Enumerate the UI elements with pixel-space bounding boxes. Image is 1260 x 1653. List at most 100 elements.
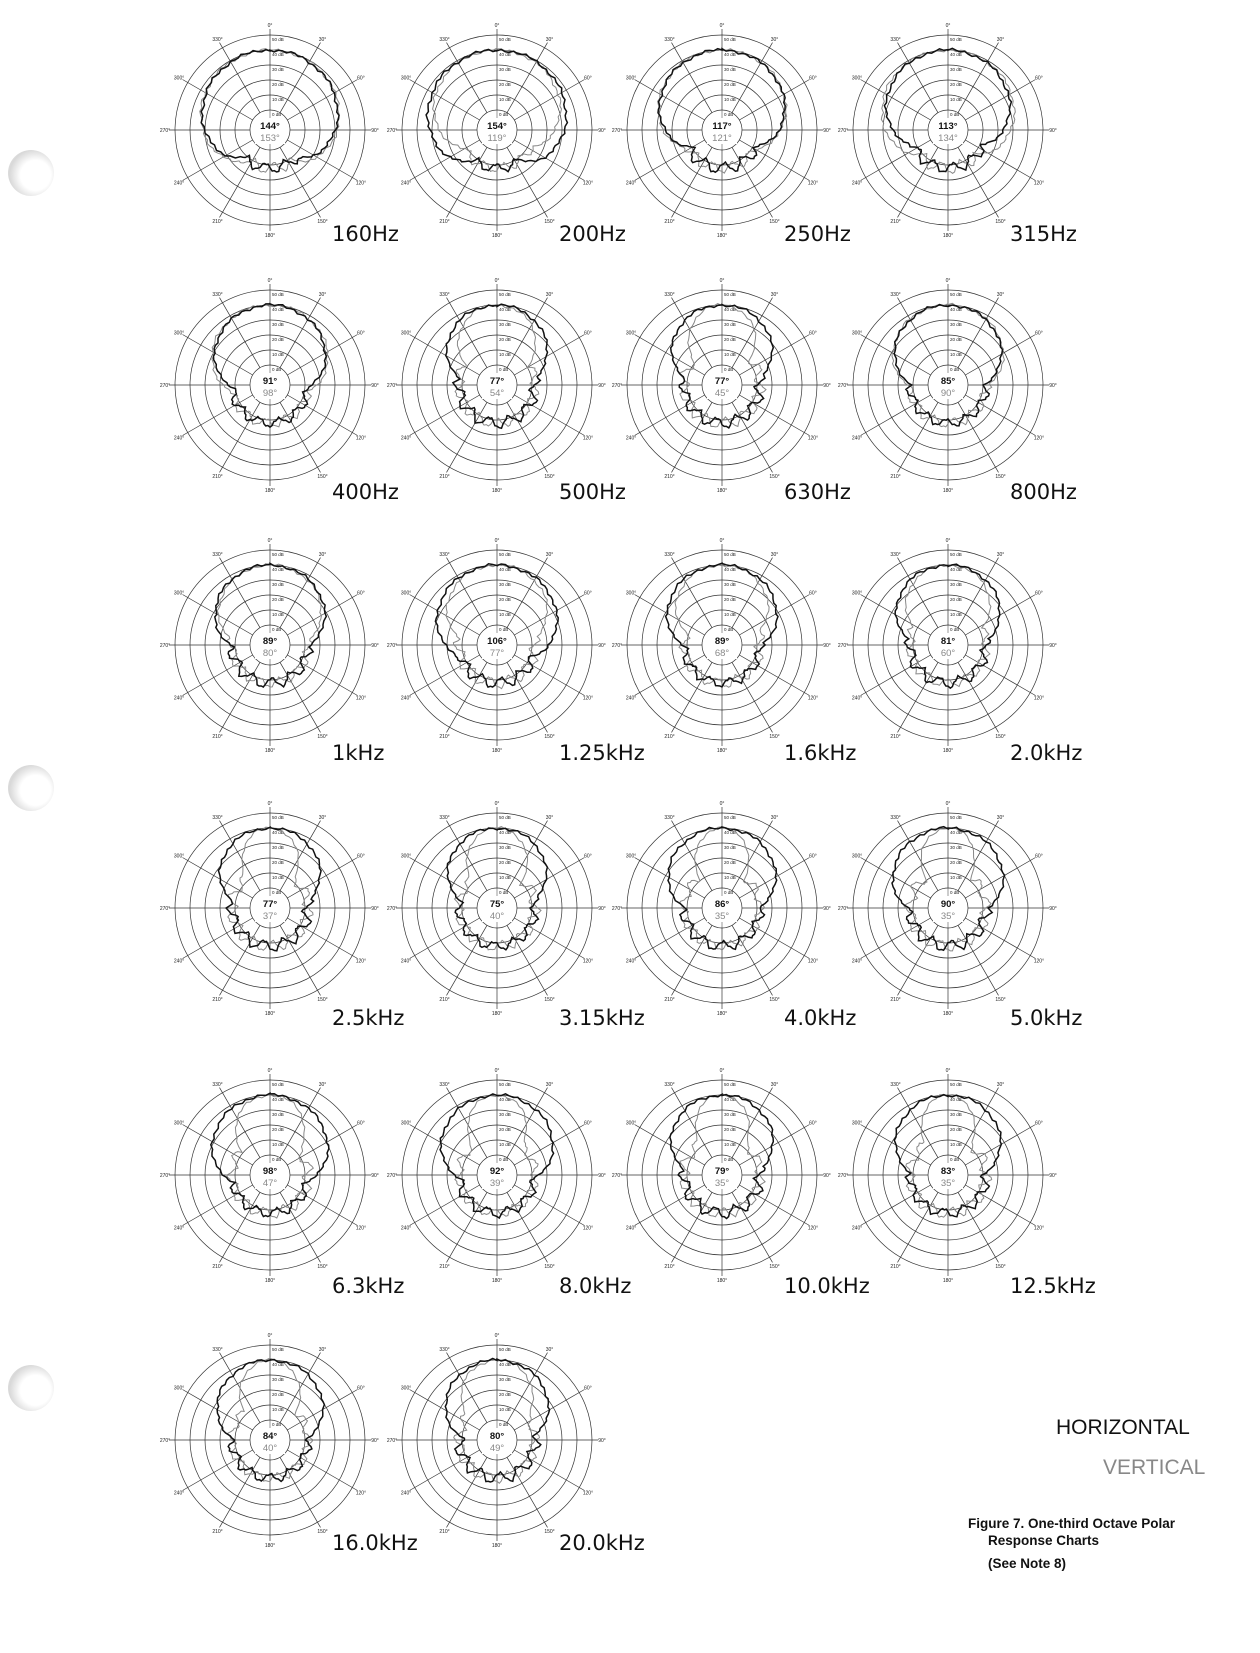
angle-spoke [219,1087,261,1158]
angle-tick-label: 240° [626,696,636,702]
horizontal-beamwidth: 89° [715,636,730,647]
angle-tick-label: 270° [612,383,622,389]
angle-spoke [957,557,999,628]
horizontal-response-trace [883,47,1013,173]
angle-tick-label: 150° [769,1264,779,1270]
angle-spoke [897,820,939,891]
angle-tick-label: 180° [717,1011,727,1017]
label-backdrop [482,1428,512,1454]
polar-plot: 0° 30° 60° 90° 120° 150° 180° 210° 240° 270° 300° 3… [160,278,379,494]
angle-spoke [514,1449,585,1491]
angle-tick-label: 330° [664,552,674,558]
radial-tick-label: 10 dB [272,97,284,102]
angle-tick-label: 120° [1034,436,1044,442]
radial-tick-label: 0 dB [950,112,959,117]
radial-tick-label: 40 dB [272,1362,284,1367]
angle-spoke [739,1184,810,1226]
angle-tick-label: 150° [544,219,554,225]
radial-tick-label: 50 dB [272,1082,284,1087]
horizontal-beamwidth: 81° [941,636,956,647]
horizontal-response-trace [667,826,778,951]
radial-tick-label: 30 dB [272,67,284,72]
figure-caption: Figure 7. One-third Octave Polar Respons… [968,1515,1175,1572]
angle-tick-label: 270° [160,383,170,389]
angle-spoke [957,297,999,368]
radial-tick-label: 0 dB [724,627,733,632]
polar-plot: 0° 30° 60° 90° 120° 150° 180° 210° 240° 270° 300° 3… [387,23,606,239]
polar-chart: 0° 30° 60° 90° 120° 150° 180° 210° 240° 270° 300° 3… [612,801,831,1017]
angle-tick-label: 300° [174,854,184,860]
polar-plot: 0° 30° 60° 90° 120° 150° 180° 210° 240° 270° 300° 3… [387,1333,606,1549]
angle-tick-label: 330° [439,1082,449,1088]
angle-tick-label: 180° [492,1543,502,1549]
radial-tick-label: 20 dB [724,1127,736,1132]
polar-plot: 0° 30° 60° 90° 120° 150° 180° 210° 240° 270° 300° 3… [387,1068,606,1284]
angle-spoke [287,139,358,181]
angle-spoke [671,557,713,628]
angle-tick-label: 90° [823,383,831,389]
radial-tick-label: 50 dB [499,552,511,557]
angle-spoke [219,297,261,368]
angle-tick-label: 300° [626,854,636,860]
angle-spoke [279,402,321,473]
radial-tick-label: 10 dB [499,97,511,102]
radial-tick-label: 30 dB [499,67,511,72]
angle-tick-label: 150° [544,997,554,1003]
horizontal-beamwidth: 113° [938,121,957,132]
angle-tick-label: 240° [852,1226,862,1232]
angle-spoke [182,79,253,121]
angle-spoke [731,1087,773,1158]
angle-tick-label: 30° [319,37,327,43]
angle-tick-label: 240° [626,959,636,965]
angle-tick-label: 120° [808,696,818,702]
chart-title: 6.3kHz [332,1274,405,1298]
radial-tick-label: 50 dB [499,1347,511,1352]
chart-title: 200Hz [559,222,626,246]
angle-tick-label: 30° [319,1082,327,1088]
angle-tick-label: 180° [492,748,502,754]
chart-title: 250Hz [784,222,851,246]
polar-plot: 0° 30° 60° 90° 120° 150° 180° 210° 240° 270° 300° 3… [838,538,1057,754]
radial-tick-label: 30 dB [272,1112,284,1117]
radial-tick-label: 30 dB [724,1112,736,1117]
angle-tick-label: 270° [612,643,622,649]
radial-tick-label: 40 dB [724,567,736,572]
angle-tick-label: 0° [495,801,500,807]
polar-plot: 0° 30° 60° 90° 120° 150° 180° 210° 240° 270° 300° 3… [838,801,1057,1017]
vertical-beamwidth: 40° [263,1443,278,1454]
vertical-beamwidth: 35° [941,1178,956,1189]
angle-tick-label: 330° [890,1082,900,1088]
angle-tick-label: 180° [717,488,727,494]
label-backdrop [707,896,737,922]
chart-title: 630Hz [784,480,851,504]
angle-tick-label: 270° [838,128,848,134]
vertical-response-trace [454,304,540,428]
angle-tick-label: 30° [546,292,554,298]
angle-spoke [671,297,713,368]
angle-spoke [182,1124,253,1166]
radial-tick-label: 20 dB [499,1392,511,1397]
angle-spoke [671,42,713,113]
angle-spoke [279,662,321,733]
angle-tick-label: 270° [387,1173,397,1179]
radial-tick-label: 40 dB [499,307,511,312]
angle-tick-label: 60° [584,591,592,597]
radial-tick-label: 50 dB [272,37,284,42]
angle-tick-label: 240° [852,436,862,442]
angle-spoke [446,557,488,628]
radial-tick-label: 10 dB [724,352,736,357]
angle-tick-label: 180° [492,1278,502,1284]
radial-tick-label: 10 dB [272,612,284,617]
angle-tick-label: 240° [174,436,184,442]
horizontal-response-trace [893,303,1004,427]
radial-tick-label: 30 dB [499,845,511,850]
radial-tick-label: 10 dB [272,875,284,880]
angle-tick-label: 210° [664,1264,674,1270]
angle-spoke [731,402,773,473]
chart-title: 800Hz [1010,480,1077,504]
angle-tick-label: 60° [357,1121,365,1127]
angle-tick-label: 60° [584,854,592,860]
angle-tick-label: 120° [583,1226,593,1232]
angle-spoke [731,662,773,733]
angle-tick-label: 330° [664,37,674,43]
